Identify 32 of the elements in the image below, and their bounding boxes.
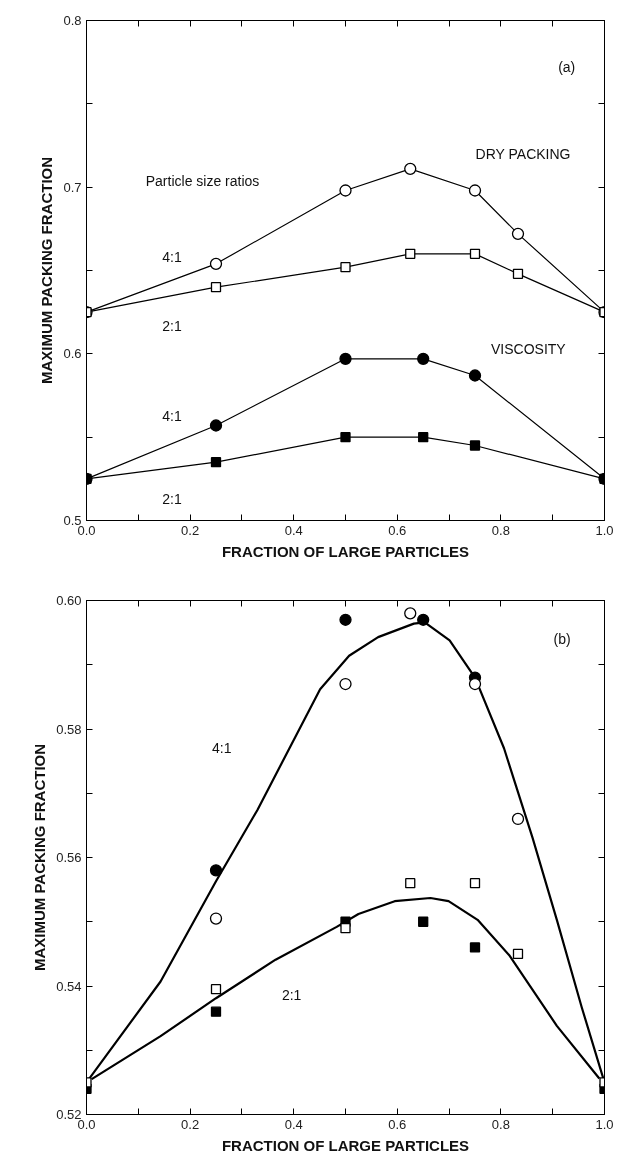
annotation: 4:1 [162,249,182,265]
x-axis-title: FRACTION OF LARGE PARTICLES [221,542,470,560]
y-axis-title: MAXIMUM PACKING FRACTION [31,743,49,972]
annotation: 2:1 [162,317,182,334]
annotation: (a) [558,59,576,75]
x-axis-title: FRACTION OF LARGE PARTICLES [221,1136,470,1154]
annotation: Particle size ratios [145,172,260,189]
x-tick-label: 1.0 [595,1116,614,1132]
x-tick-label: 0.6 [388,522,407,538]
x-tick-label: 0.6 [388,1116,407,1132]
annotation: DRY PACKING [475,146,571,162]
y-tick-label: 0.56 [56,850,82,865]
annotation: 4:1 [162,407,182,424]
annotation: (b) [553,631,571,648]
x-tick-label: 0.2 [181,522,200,538]
y-tick-label: 0.6 [63,346,82,362]
y-tick-label: 0.58 [56,721,82,737]
annotation: 4:1 [211,740,232,757]
y-axis-title: MAXIMUM PACKING FRACTION [38,156,56,385]
x-tick-label: 1.0 [595,522,614,538]
x-tick-label: 0.2 [181,1116,200,1132]
x-tick-label: 0.4 [284,1116,303,1132]
y-tick-label: 0.7 [63,179,82,195]
annotation: VISCOSITY [491,341,567,357]
x-tick-label: 0.4 [284,522,303,538]
y-tick-label: 0.54 [56,978,82,994]
x-tick-label: 0.8 [491,1116,510,1132]
y-tick-label: 0.60 [56,593,82,608]
y-tick-label: 0.8 [63,13,82,28]
annotation: 2:1 [162,491,182,507]
annotation: 2:1 [281,986,302,1003]
x-tick-label: 0.8 [491,522,510,538]
